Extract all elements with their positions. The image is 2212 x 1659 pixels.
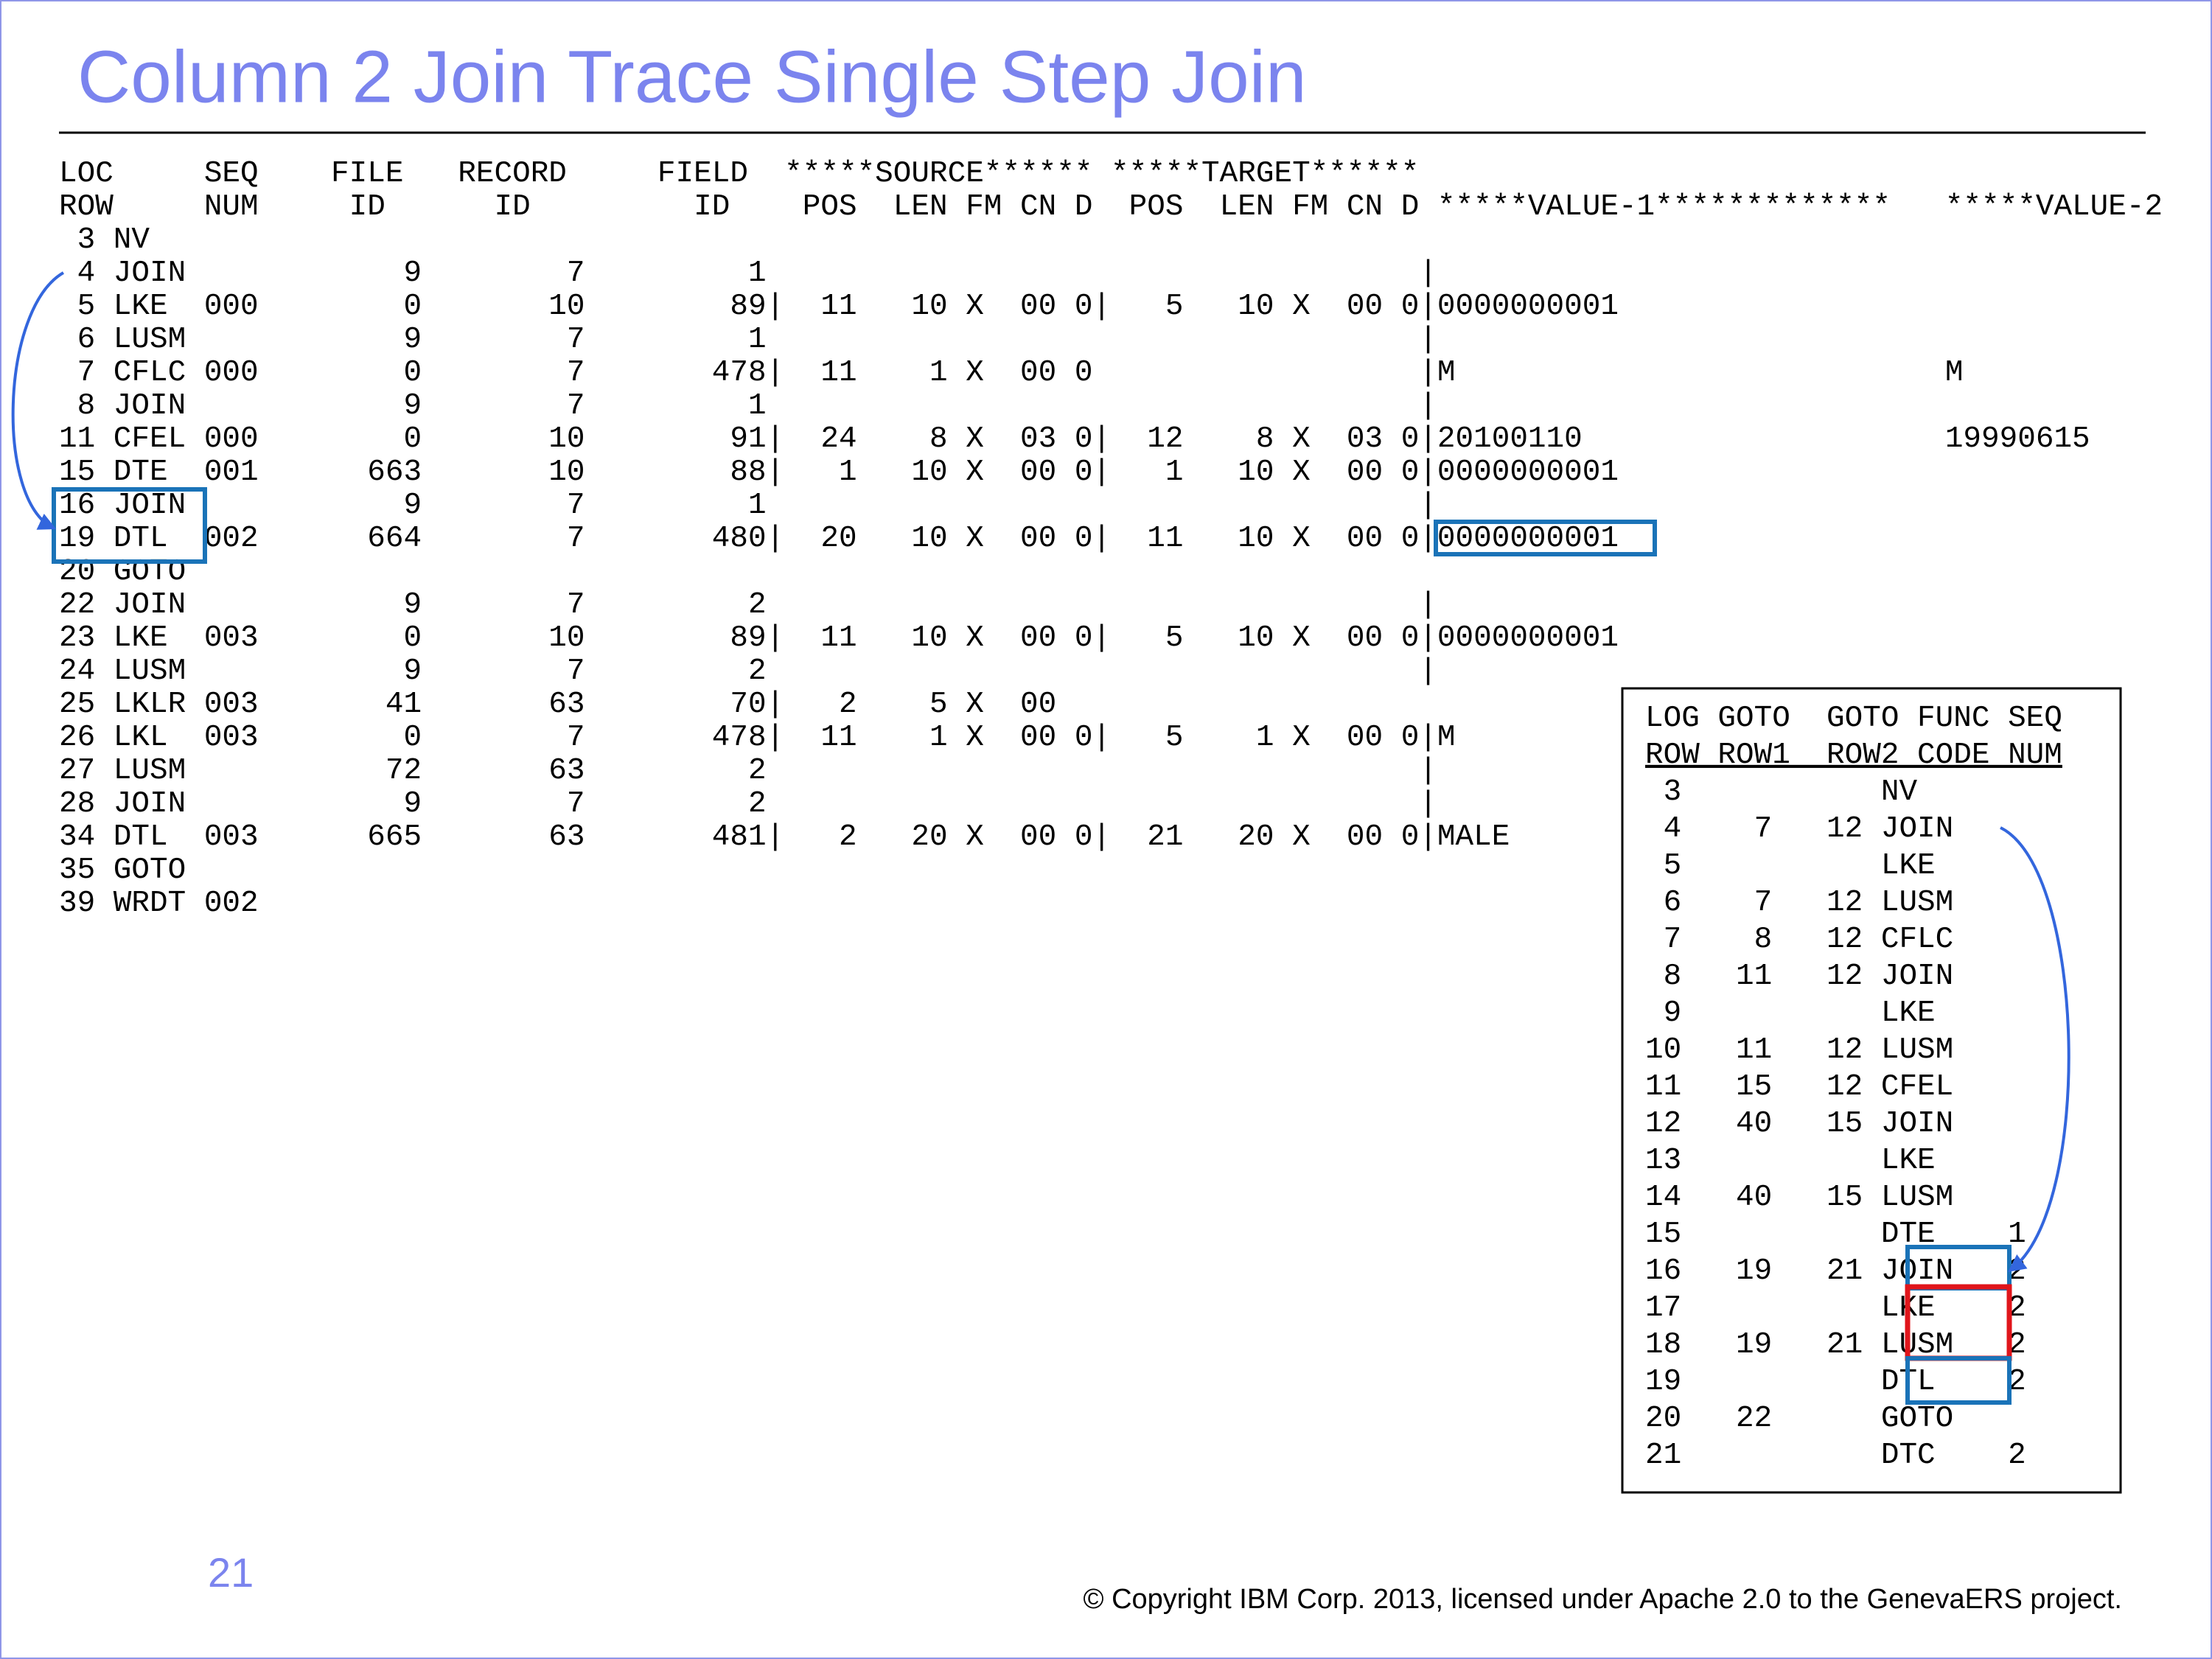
slide-title: Column 2 Join Trace Single Step Join <box>77 35 1307 118</box>
summary-row: 3 NV <box>1645 775 1917 809</box>
summary-row: 20 22 GOTO <box>1645 1402 1953 1436</box>
summary-row: 5 LKE <box>1645 849 1936 883</box>
trace-row: 4 JOIN 9 7 1 | <box>59 256 1437 290</box>
trace-row: 5 LKE 000 0 10 89| 11 10 X 00 0| 5 10 X … <box>59 290 1619 324</box>
summary-row: 14 40 15 LUSM <box>1645 1181 1953 1215</box>
summary-row: 16 19 21 JOIN 2 <box>1645 1254 2026 1288</box>
summary-row: 8 11 12 JOIN <box>1645 960 1953 993</box>
highlight-box <box>1905 1356 2012 1405</box>
summary-row: 19 DTL 2 <box>1645 1365 2026 1399</box>
summary-row: 10 11 12 LUSM <box>1645 1033 1953 1067</box>
summary-row: 6 7 12 LUSM <box>1645 886 1953 920</box>
trace-row: 8 JOIN 9 7 1 | <box>59 389 1437 423</box>
summary-header: LOG GOTO GOTO FUNC SEQ <box>1645 702 2062 736</box>
trace-row: 34 DTL 003 665 63 481| 2 20 X 00 0| 21 2… <box>59 820 1510 854</box>
summary-row: 4 7 12 JOIN <box>1645 812 1953 846</box>
trace-row: 16 JOIN 9 7 1 | <box>59 489 1437 523</box>
trace-row: 22 JOIN 9 7 2 | <box>59 588 1437 622</box>
trace-row: 24 LUSM 9 7 2 | <box>59 654 1437 688</box>
arrow <box>2000 826 2070 1272</box>
trace-listing: LOC SEQ FILE RECORD FIELD *****SOURCE***… <box>59 157 2163 921</box>
summary-box <box>1621 687 2122 1494</box>
arrow <box>11 271 65 530</box>
summary-header: ROW ROW1 ROW2 CODE NUM <box>1645 738 2062 772</box>
trace-row: 15 DTE 001 663 10 88| 1 10 X 00 0| 1 10 … <box>59 455 1619 489</box>
summary-row: 7 8 12 CFLC <box>1645 923 1953 957</box>
summary-row: 13 LKE <box>1645 1144 1936 1178</box>
summary-row: 11 15 12 CFEL <box>1645 1070 1953 1104</box>
trace-row: 23 LKE 003 0 10 89| 11 10 X 00 0| 5 10 X… <box>59 621 1619 655</box>
trace-row: 25 LKLR 003 41 63 70| 2 5 X 00 <box>59 688 1056 722</box>
footer: © Copyright IBM Corp. 2013, licensed und… <box>1084 1584 2122 1615</box>
summary-row: 9 LKE <box>1645 996 1936 1030</box>
trace-row: 27 LUSM 72 63 2 | <box>59 754 1437 788</box>
trace-row: 11 CFEL 000 0 10 91| 24 8 X 03 0| 12 8 X… <box>59 422 2090 456</box>
trace-row: 3 NV <box>59 223 150 257</box>
trace-row: 28 JOIN 9 7 2 | <box>59 787 1437 821</box>
summary-row: 21 DTC 2 <box>1645 1439 2026 1473</box>
highlight-box <box>1434 520 1657 556</box>
summary-row: 12 40 15 JOIN <box>1645 1107 1953 1141</box>
page-number: 21 <box>208 1549 254 1596</box>
trace-row: 19 DTL 002 664 7 480| 20 10 X 00 0| 11 1… <box>59 522 1619 556</box>
trace-row: 35 GOTO <box>59 853 186 887</box>
trace-row: 39 WRDT 002 <box>59 887 259 921</box>
trace-header: LOC SEQ FILE RECORD FIELD *****SOURCE***… <box>59 157 1419 191</box>
trace-row: 26 LKL 003 0 7 478| 11 1 X 00 0| 5 1 X 0… <box>59 721 1456 755</box>
summary-row: 17 LKE 2 <box>1645 1291 2026 1325</box>
trace-row: 6 LUSM 9 7 1 | <box>59 323 1437 357</box>
trace-header: ROW NUM ID ID ID POS LEN FM CN D POS LEN… <box>59 190 2163 224</box>
trace-row: 7 CFLC 000 0 7 478| 11 1 X 00 0 |M M <box>59 356 1963 390</box>
